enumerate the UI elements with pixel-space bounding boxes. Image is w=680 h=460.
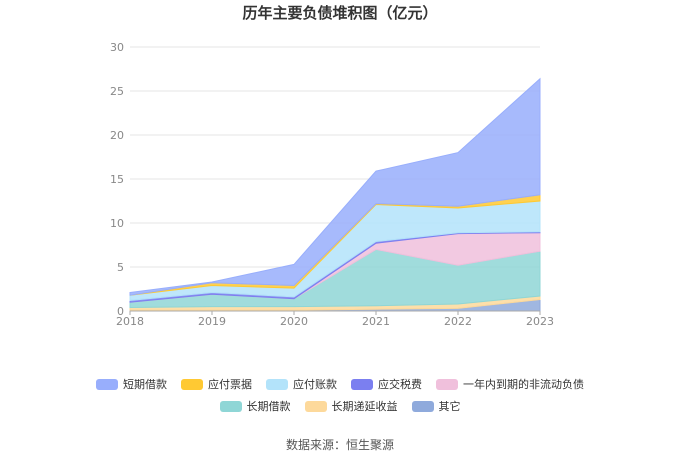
x-tick-label: 2023 — [526, 315, 554, 328]
legend-label: 长期递延收益 — [331, 400, 398, 413]
y-tick-label: 0 — [117, 305, 124, 318]
x-tick-label: 2018 — [116, 315, 144, 328]
legend-label: 长期借款 — [246, 400, 291, 413]
legend-swatch — [181, 378, 203, 390]
legend: 短期借款 应付票据 应付账款 应交税费 一年内到期的非流动负债 长期借款 长期递延收益 其它 — [0, 376, 680, 420]
legend-label: 一年内到期的非流动负债 — [463, 378, 584, 391]
y-tick-label: 10 — [110, 217, 124, 230]
legend-swatch — [411, 400, 434, 412]
legend-item[interactable]: 短期借款 — [96, 376, 167, 392]
legend-swatch — [436, 378, 458, 390]
legend-swatch — [351, 378, 373, 390]
x-tick-label: 2019 — [198, 315, 226, 328]
x-tick-label: 2021 — [362, 315, 390, 328]
legend-row-2: 长期借款 长期递延收益 其它 — [0, 398, 680, 414]
legend-swatch — [96, 378, 118, 390]
legend-label: 应交税费 — [378, 378, 422, 391]
axes: 0 5 10 15 20 25 30 2018 2019 2020 2021 2022 2023 — [110, 41, 554, 328]
legend-item[interactable]: 应付账款 — [266, 376, 337, 392]
y-tick-label: 25 — [110, 85, 124, 98]
legend-item[interactable]: 一年内到期的非流动负债 — [436, 376, 584, 392]
x-tick-label: 2020 — [280, 315, 308, 328]
y-tick-label: 15 — [110, 173, 124, 186]
stacked-area-chart: 0 5 10 15 20 25 30 2018 2019 2020 2021 2022 2023 — [110, 41, 554, 328]
legend-label: 短期借款 — [123, 378, 167, 391]
data-source-note: 数据来源：恒生聚源 — [285, 438, 394, 452]
legend-swatch — [266, 378, 288, 390]
legend-row-1: 短期借款 应付票据 应付账款 应交税费 一年内到期的非流动负债 — [0, 376, 680, 392]
legend-item[interactable]: 长期借款 — [219, 398, 291, 414]
x-tick-label: 2022 — [444, 315, 472, 328]
series-area-8 — [129, 77, 541, 296]
chart-title: 历年主要负债堆积图（亿元） — [242, 4, 438, 22]
y-tick-label: 5 — [117, 261, 124, 274]
legend-item[interactable]: 应付票据 — [181, 376, 252, 392]
area-series — [129, 77, 541, 312]
legend-item[interactable]: 应交税费 — [351, 376, 422, 392]
legend-swatch — [219, 400, 242, 412]
legend-label: 应付账款 — [293, 378, 337, 391]
legend-item[interactable]: 长期递延收益 — [304, 398, 398, 414]
legend-label: 其它 — [438, 400, 461, 413]
legend-label: 应付票据 — [208, 378, 252, 391]
legend-swatch — [304, 400, 327, 412]
y-tick-label: 30 — [110, 41, 124, 54]
legend-item[interactable]: 其它 — [411, 398, 461, 414]
y-tick-label: 20 — [110, 129, 124, 142]
